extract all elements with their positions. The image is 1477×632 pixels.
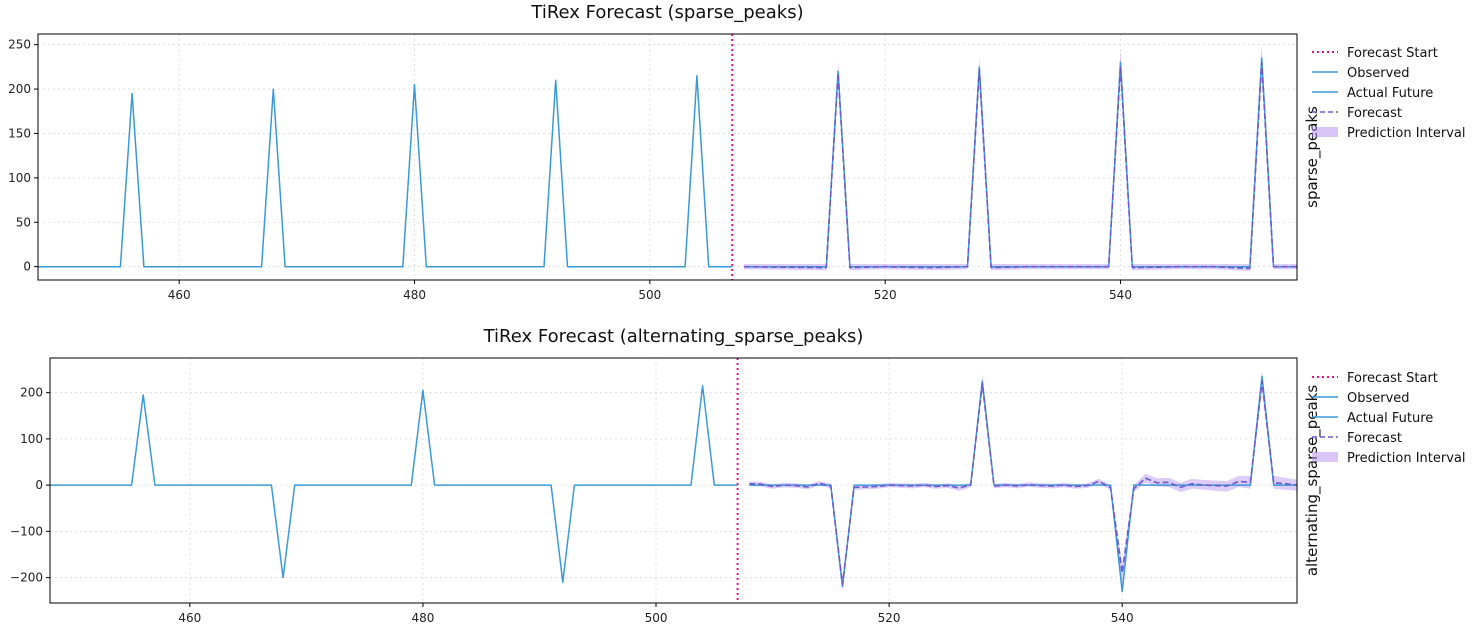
observed-series-line — [38, 74, 733, 268]
legend-swatch-prediction-interval — [1312, 127, 1338, 137]
legend-label: Forecast — [1347, 431, 1402, 446]
legend: Forecast Start Observed Actual Future Forec… — [1312, 371, 1466, 466]
y-tick-label: 150 — [8, 126, 31, 140]
observed-series-line — [50, 384, 738, 583]
y-axis-label: alternating_sparse_peaks — [1303, 385, 1322, 577]
legend-label: Observed — [1347, 66, 1410, 81]
x-tick-label: 460 — [168, 288, 191, 302]
y-tick-label: −200 — [10, 571, 43, 585]
legend-label: Actual Future — [1347, 86, 1433, 101]
y-tick-label: −100 — [10, 524, 43, 538]
y-axis-label: sparse_peaks — [1303, 106, 1322, 208]
x-tick-label: 540 — [1109, 288, 1132, 302]
axes-frame — [37, 33, 1298, 281]
prediction-interval-band — [749, 370, 1297, 590]
y-tick-label: 50 — [16, 215, 31, 229]
chart-title: TiRex Forecast (sparse_peaks) — [530, 2, 803, 23]
y-tick-label: 0 — [23, 260, 31, 274]
x-tick-label: 500 — [645, 611, 668, 625]
y-tick-label: 100 — [8, 171, 31, 185]
legend-label: Forecast Start — [1347, 371, 1438, 386]
prediction-interval-band — [744, 44, 1297, 272]
legend-label: Forecast Start — [1347, 46, 1438, 61]
x-tick-label: 480 — [411, 611, 434, 625]
plot-area — [38, 44, 1297, 272]
forecast-series-line — [749, 380, 1297, 586]
chart-1: TiRex Forecast (sparse_peaks)460 480 500 52… — [8, 2, 1465, 302]
legend-label: Actual Future — [1347, 411, 1433, 426]
x-tick-label: 520 — [874, 288, 897, 302]
legend-label: Forecast — [1347, 106, 1402, 121]
y-tick-label: 200 — [20, 386, 43, 400]
legend-swatch-prediction-interval — [1312, 452, 1338, 462]
legend-label: Observed — [1347, 391, 1410, 406]
y-tick-label: 0 — [35, 478, 43, 492]
axes-frame — [49, 357, 1298, 604]
y-tick-label: 100 — [20, 432, 43, 446]
x-tick-label: 520 — [878, 611, 901, 625]
legend-label: Prediction Interval — [1347, 451, 1466, 466]
chart-2: TiRex Forecast (alternating_sparse_peaks… — [10, 326, 1465, 625]
actual-future-series-line — [749, 375, 1297, 593]
chart-title: TiRex Forecast (alternating_sparse_peaks… — [483, 326, 864, 347]
forecast-series-line — [743, 61, 1297, 270]
plot-area — [50, 370, 1297, 593]
x-tick-label: 540 — [1111, 611, 1134, 625]
y-tick-label: 200 — [8, 82, 31, 96]
legend: Forecast Start Observed Actual Future Forec… — [1312, 46, 1466, 141]
legend-label: Prediction Interval — [1347, 126, 1466, 141]
x-tick-label: 480 — [403, 288, 426, 302]
x-tick-label: 460 — [178, 611, 201, 625]
x-tick-label: 500 — [638, 288, 661, 302]
y-tick-label: 250 — [8, 38, 31, 52]
